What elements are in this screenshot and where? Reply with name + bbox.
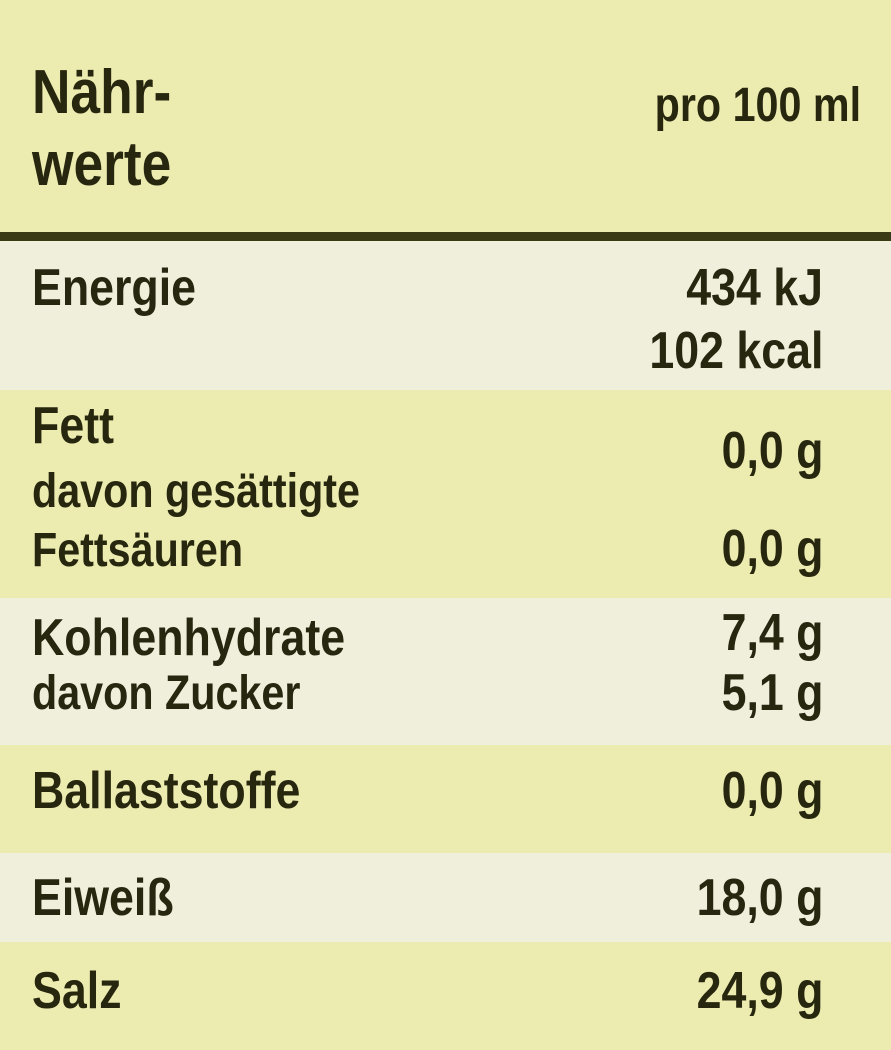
title-line2: werte xyxy=(32,130,172,199)
fett-label: Fett xyxy=(32,397,114,455)
row-bg-energie xyxy=(0,241,891,390)
fett-sub-label-2: Fettsäuren xyxy=(32,524,244,577)
energie-kj: 434 kJ xyxy=(686,259,823,317)
kohlenhydrate-value: 7,4 g xyxy=(721,604,823,662)
header-band xyxy=(0,0,891,232)
row-bg-salz xyxy=(0,942,891,1050)
title-line1: Nähr- xyxy=(32,58,172,127)
row-bg-kohlenhydrate xyxy=(0,598,891,745)
fett-sub-value: 0,0 g xyxy=(721,520,823,578)
fett-sub-label-1: davon gesättigte xyxy=(32,465,361,518)
fett-value: 0,0 g xyxy=(721,422,823,480)
zucker-value: 5,1 g xyxy=(721,664,823,722)
header-divider xyxy=(0,232,891,241)
zucker-label: davon Zucker xyxy=(32,667,301,720)
row-bg-ballaststoffe xyxy=(0,745,891,853)
row-bg-eiweiss xyxy=(0,853,891,942)
salz-value: 24,9 g xyxy=(696,962,823,1020)
salz-label: Salz xyxy=(32,962,122,1020)
eiweiss-value: 18,0 g xyxy=(696,869,823,927)
ballaststoffe-value: 0,0 g xyxy=(721,762,823,820)
row-bg-fett xyxy=(0,390,891,598)
eiweiss-label: Eiweiß xyxy=(32,869,174,927)
energie-kcal: 102 kcal xyxy=(648,322,823,380)
energie-label: Energie xyxy=(32,259,197,317)
kohlenhydrate-label: Kohlenhydrate xyxy=(32,609,346,667)
column-header: pro 100 ml xyxy=(654,79,861,132)
ballaststoffe-label: Ballaststoffe xyxy=(32,762,301,820)
